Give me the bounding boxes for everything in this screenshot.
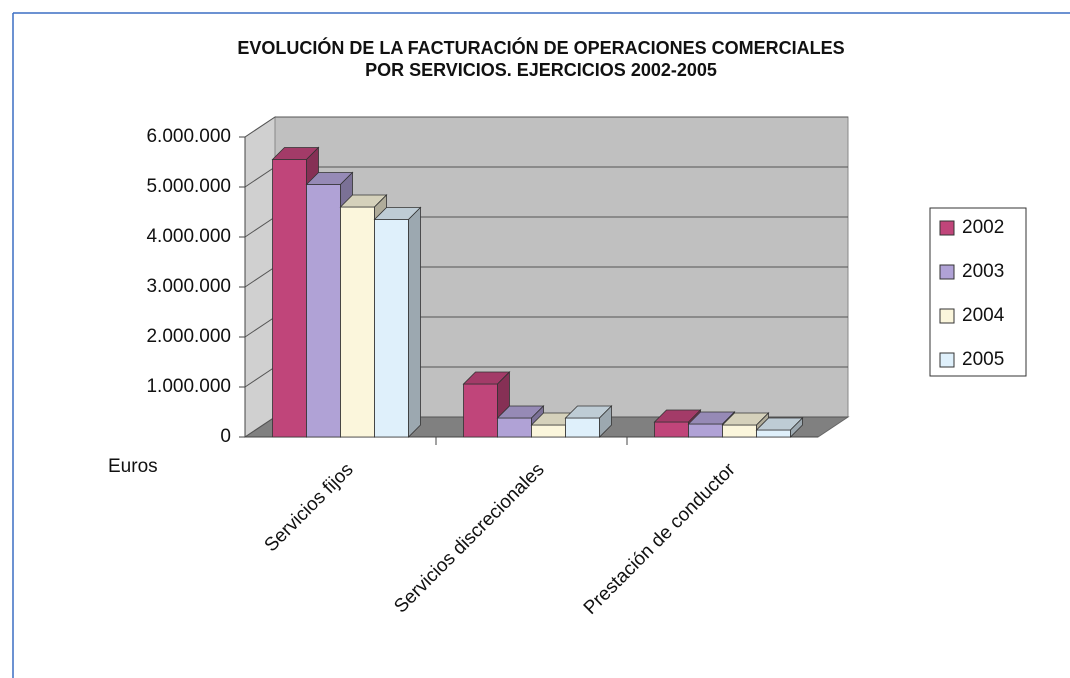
legend-swatch [939, 264, 955, 280]
legend-label: 2002 [962, 217, 1004, 238]
bar [721, 412, 770, 438]
grid-line-side [244, 266, 276, 288]
y-tick-label: 5.000.000 [146, 176, 231, 197]
grid-line-side [244, 116, 276, 138]
grid-line-side [244, 416, 276, 438]
bar-front [497, 417, 532, 438]
y-axis-label: Euros [108, 456, 158, 477]
x-tick-label: Servicios fijos [261, 459, 358, 556]
y-tick-label: 0 [220, 426, 231, 447]
y-tick-label: 4.000.000 [146, 226, 231, 247]
chart-title: EVOLUCIÓN DE LA FACTURACIÓN DE OPERACION… [237, 37, 844, 58]
bar-front [756, 429, 791, 438]
bar [755, 417, 804, 438]
legend-label: 2003 [962, 261, 1004, 282]
bar-front [340, 206, 375, 438]
bar-side [599, 405, 612, 438]
grid-line-side [244, 366, 276, 388]
bar-side [408, 206, 421, 438]
grid-line-side [244, 166, 276, 188]
bar-front [565, 417, 600, 438]
bar-front [306, 184, 341, 438]
x-tick-label: Servicios discrecionales [390, 459, 548, 617]
bar-side [790, 417, 803, 438]
legend-swatch [939, 308, 955, 324]
y-tick-label: 1.000.000 [146, 376, 231, 397]
grid-line-side [244, 216, 276, 238]
bar-front [654, 421, 689, 438]
y-tick-label: 2.000.000 [146, 326, 231, 347]
bar-front [463, 383, 498, 438]
legend-swatch [939, 352, 955, 368]
bar-front [374, 219, 409, 438]
bar [564, 405, 613, 438]
legend-swatch [939, 220, 955, 236]
bar-front [688, 423, 723, 438]
legend-label: 2004 [962, 305, 1005, 326]
x-tick-label: Prestación de conductor [580, 459, 740, 619]
legend-label: 2005 [962, 349, 1004, 370]
y-tick-label: 6.000.000 [146, 126, 231, 147]
y-tick-label: 3.000.000 [146, 276, 231, 297]
bar-front [272, 159, 307, 438]
bar-front [722, 424, 757, 438]
legend-box [929, 207, 1027, 377]
chart-subtitle: POR SERVICIOS. EJERCICIOS 2002-2005 [365, 60, 717, 80]
bar [373, 206, 422, 438]
bar [496, 405, 545, 438]
grid-line-side [244, 316, 276, 338]
bar-front [531, 424, 566, 438]
